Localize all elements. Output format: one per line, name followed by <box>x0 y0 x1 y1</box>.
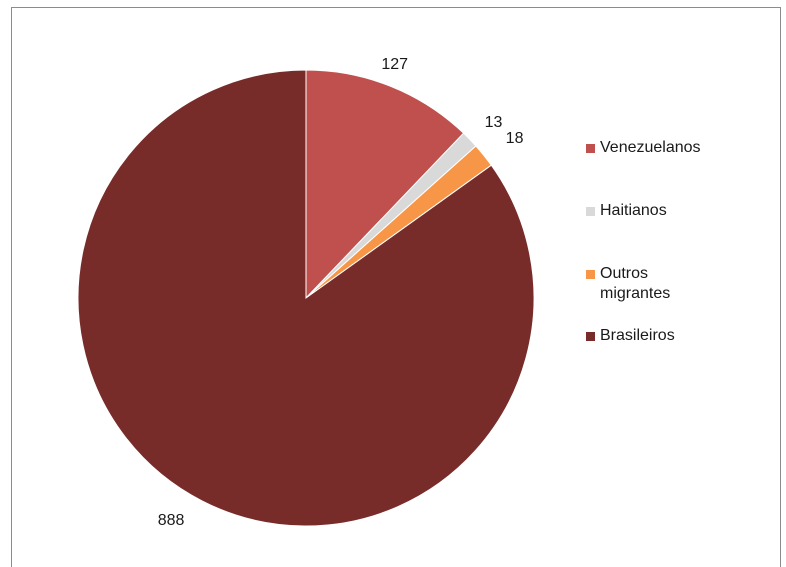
legend-label-outros-migrantes: Outros migrantes <box>600 265 671 302</box>
legend-item-venezuelanos: Venezuelanos <box>586 138 766 158</box>
legend-swatch-haitianos <box>586 207 595 216</box>
legend-swatch-outros-migrantes <box>586 270 595 279</box>
pie-slices <box>77 69 535 527</box>
legend-label-brasileiros: Brasileiros <box>600 327 675 344</box>
data-label-venezuelanos: 127 <box>381 56 408 73</box>
legend-item-brasileiros: Brasileiros <box>586 326 766 346</box>
legend-item-haitianos: Haitianos <box>586 201 766 221</box>
data-labels: 127 13 18 888 <box>158 56 524 529</box>
legend-swatch-brasileiros <box>586 332 595 341</box>
data-label-haitianos: 13 <box>485 114 503 131</box>
legend-label-haitianos: Haitianos <box>600 202 667 219</box>
legend-item-outros-migrantes: Outros migrantes <box>586 264 766 304</box>
data-label-outros-migrantes: 18 <box>506 130 524 147</box>
data-label-brasileiros: 888 <box>158 512 185 529</box>
legend-label-venezuelanos: Venezuelanos <box>600 139 701 156</box>
legend-swatch-venezuelanos <box>586 144 595 153</box>
slice-brasileiros <box>77 69 535 527</box>
slice-venezuelanos <box>305 69 465 300</box>
